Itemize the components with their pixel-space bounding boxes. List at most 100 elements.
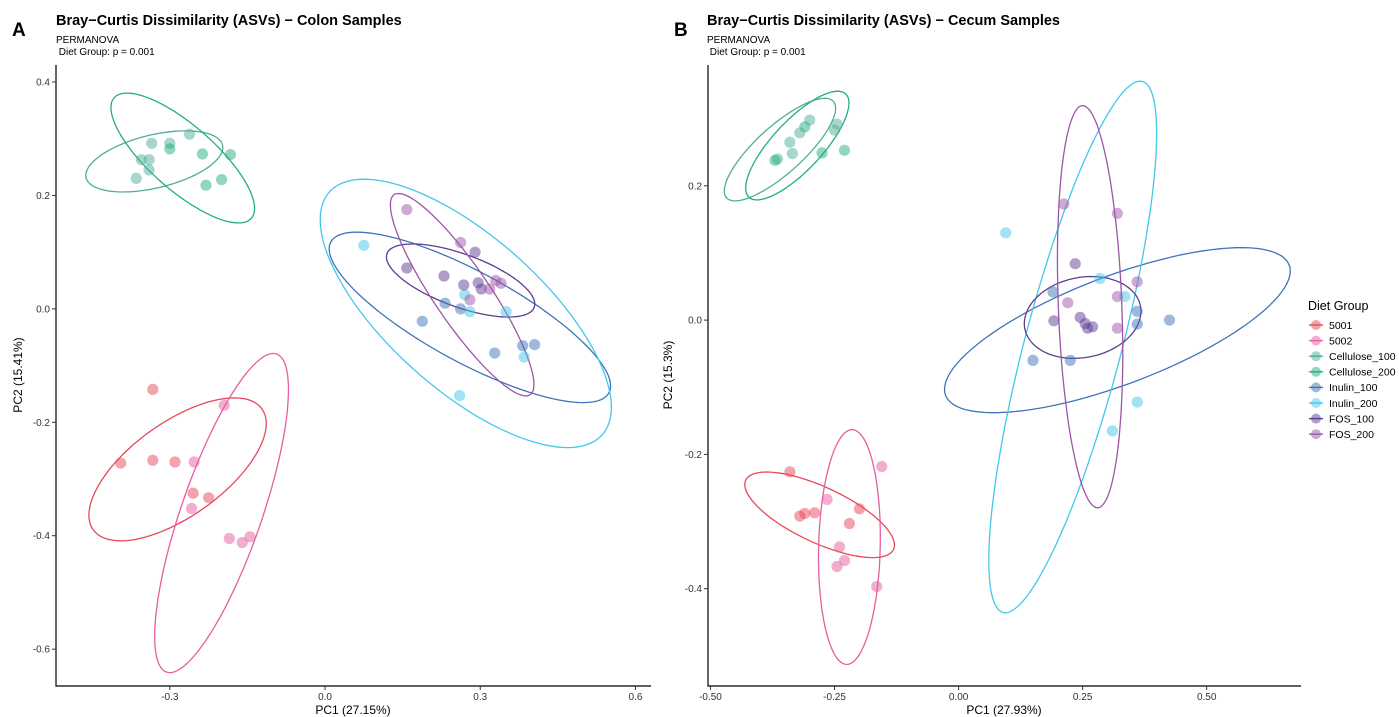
panel-a-point-5001 [169, 456, 181, 468]
panel-a-title: Bray−Curtis Dissimilarity (ASVs) − Colon… [56, 13, 402, 29]
panel-b-point-inulin-100 [1131, 305, 1143, 317]
panel-a-point-5001 [187, 487, 199, 499]
panel-b-point-5001 [809, 507, 821, 519]
panel-b-plot: -0.50 -0.25 0.00 0.25 0.50 -0.4 -0.2 0.0 0.2 [685, 65, 1301, 703]
panel-a-point-5002 [186, 502, 198, 515]
panel-a-ellipse-5002 [154, 352, 290, 674]
legend-label-cellulose-100: Cellulose_100 [1329, 351, 1396, 363]
panel-b-point-cellulose-100 [784, 136, 796, 148]
legend-key-dot-fos-200 [1311, 429, 1321, 440]
legend-key-dot-5001 [1311, 320, 1321, 330]
panel-b-point-inulin-200 [1106, 425, 1118, 437]
panel-b-y-tick-label: 0.2 [688, 181, 702, 192]
panel-a-point-cellulose-100 [130, 172, 142, 184]
panel-b-point-fos-200 [1062, 297, 1074, 309]
panel-a-point-cellulose-200 [196, 148, 208, 160]
legend-label-5001: 5001 [1329, 320, 1353, 332]
panel-a-point-5002 [236, 536, 248, 549]
panel-a-point-inulin-100 [517, 340, 529, 352]
panel-a-point-5001 [115, 457, 127, 469]
panel-a-y-tick-label: 0.4 [36, 78, 50, 89]
panel-b-point-fos-100 [1069, 258, 1081, 270]
panel-a-point-fos-200 [455, 236, 467, 249]
panel-b-point-inulin-100 [1047, 286, 1059, 298]
panel-a-x-tick-label: 0.3 [473, 692, 487, 703]
panel-b-point-cellulose-200 [769, 154, 781, 166]
legend-key-dot-cellulose-200 [1311, 366, 1321, 377]
panel-b-y-tick-label: -0.4 [685, 584, 703, 595]
panel-b-y-tick-label: -0.2 [685, 450, 703, 461]
panel-b-title: Bray−Curtis Dissimilarity (ASVs) − Cecum… [707, 13, 1060, 29]
panel-b-point-5002 [876, 460, 888, 473]
panel-b-point-cellulose-200 [816, 147, 828, 159]
panel-a-point-inulin-100 [416, 315, 428, 327]
panel-b-ellipse-fos-200 [1056, 104, 1124, 509]
panel-b: B Bray−Curtis Dissimilarity (ASVs) − Cec… [661, 13, 1301, 717]
legend-key-dot-5002 [1311, 335, 1321, 346]
panel-a-point-cellulose-200 [200, 179, 212, 191]
panel-a-point-inulin-200 [518, 351, 530, 363]
panel-a-ellipse-fos-100 [385, 243, 536, 318]
panel-a-point-5002 [188, 456, 200, 468]
panel-b-point-5001 [799, 507, 811, 520]
legend: Diet Group 5001 5002 Cellulose_100 Cellulos… [1308, 299, 1396, 441]
panel-a-point-cellulose-100 [183, 128, 196, 140]
panel-a-point-5001 [203, 492, 215, 504]
panel-a-point-inulin-100 [529, 339, 541, 351]
panel-b-ellipse-cellulose-200 [745, 90, 850, 201]
panel-b-y-tick-label: 0.0 [688, 316, 702, 327]
panel-b-point-5001 [853, 503, 866, 515]
panel-b-point-fos-200 [1111, 207, 1123, 219]
panel-a-ellipse-cellulose-200 [110, 92, 256, 224]
legend-label-cellulose-200: Cellulose_200 [1329, 367, 1396, 379]
panel-b-point-inulin-100 [1131, 318, 1143, 330]
panel-a-x-tick-label: 0.0 [318, 692, 332, 703]
panel-a-point-5002 [223, 532, 235, 545]
panel-b-point-fos-200 [1131, 276, 1143, 288]
legend-key-dot-fos-100 [1311, 413, 1321, 424]
panel-a-point-cellulose-200 [224, 149, 236, 161]
panel-b-point-cellulose-100 [831, 118, 843, 130]
panel-a-point-cellulose-100 [143, 154, 155, 166]
legend-label-inulin-200: Inulin_200 [1329, 398, 1378, 410]
panel-a-point-fos-200 [484, 283, 496, 295]
panel-a-y-tick-label: -0.2 [33, 418, 51, 429]
panel-a-y-tick-label: -0.4 [33, 531, 51, 542]
panel-a-ylabel: PC2 (15.41%) [11, 337, 25, 412]
panel-b-point-inulin-100 [1064, 354, 1076, 366]
panel-b-point-cellulose-200 [799, 121, 811, 133]
panel-a-point-cellulose-100 [146, 137, 158, 149]
panel-b-point-inulin-100 [1027, 354, 1039, 366]
panel-a-point-fos-100 [475, 283, 487, 295]
legend-label-fos-100: FOS_100 [1329, 413, 1374, 425]
panel-b-point-fos-100 [1087, 321, 1099, 333]
panel-a-point-inulin-200 [358, 239, 370, 251]
panel-b-ellipse-inulin-200 [988, 80, 1158, 614]
panel-b-point-5002 [831, 560, 843, 573]
legend-key-dot-cellulose-100 [1311, 351, 1321, 362]
panel-a-point-inulin-200 [500, 306, 512, 318]
panel-b-point-5002 [833, 541, 846, 553]
panel-b-ylabel: PC2 (15.3%) [661, 341, 675, 410]
panel-a-x-tick-label: 0.6 [629, 692, 643, 703]
panel-b-x-tick-label: 0.50 [1197, 692, 1217, 703]
panel-b-x-tick-label: 0.25 [1073, 692, 1093, 703]
legend-key-dot-inulin-100 [1311, 382, 1321, 393]
panel-a-point-5002 [244, 531, 256, 543]
panel-a: A Bray−Curtis Dissimilarity (ASVs) − Col… [11, 13, 651, 717]
panel-a-point-fos-100 [401, 262, 413, 274]
panel-b-x-tick-label: 0.00 [949, 692, 969, 703]
panel-b-point-5002 [871, 581, 883, 593]
panel-a-point-inulin-100 [439, 297, 451, 309]
panel-a-y-tick-label: 0.2 [36, 191, 50, 202]
panel-a-y-tick-label: -0.6 [33, 645, 51, 656]
panel-a-point-5001 [147, 454, 159, 466]
panel-a-point-fos-200 [464, 294, 476, 306]
legend-label-fos-200: FOS_200 [1329, 429, 1374, 441]
panel-a-point-inulin-200 [454, 390, 466, 402]
legend-title: Diet Group [1308, 299, 1368, 313]
panel-a-point-inulin-100 [489, 347, 501, 359]
panel-b-point-fos-200 [1111, 322, 1123, 334]
panel-a-xlabel: PC1 (27.15%) [315, 703, 390, 717]
